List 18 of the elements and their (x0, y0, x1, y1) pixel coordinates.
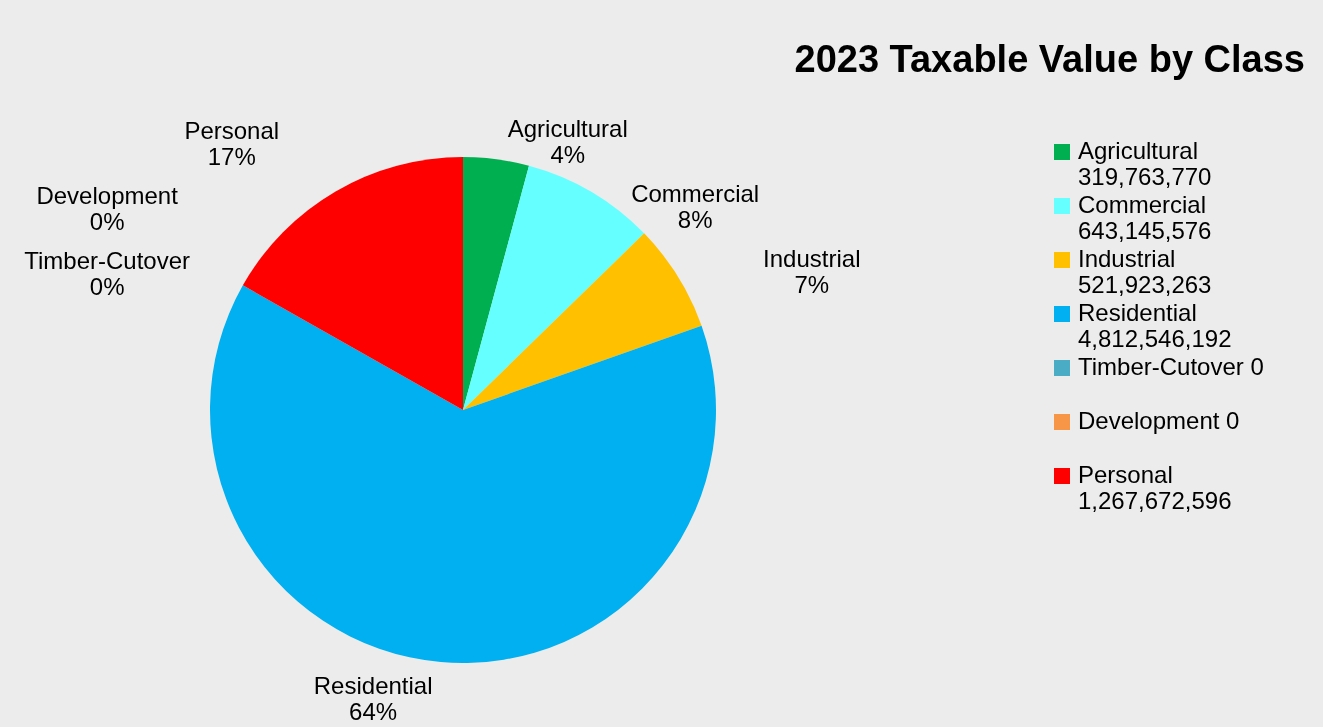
legend-label: Residential 4,812,546,192 (1078, 299, 1232, 352)
data-label: Commercial 8% (631, 180, 760, 233)
legend-label: Agricultural 319,763,770 (1078, 137, 1212, 190)
pie-slice (463, 233, 702, 410)
legend-label: Development 0 (1078, 407, 1240, 434)
data-label: Personal 17% (184, 117, 280, 171)
legend-label: Commercial 643,145,576 (1078, 191, 1212, 244)
pie-slice (463, 157, 529, 410)
text: Development 0% (36, 182, 178, 236)
legend-label: Industrial 521,923,263 (1078, 245, 1212, 298)
legend-label: Personal 1,267,672,596 (1078, 461, 1232, 514)
data-label: Residential 64% (313, 672, 433, 725)
legend-label: Timber-Cutover 0 (1078, 353, 1264, 380)
text: Timber-Cutover 0% (24, 247, 191, 301)
data-label: Agricultural 4% (507, 115, 628, 168)
pie-slice (210, 285, 716, 663)
data-label: Industrial 7% (763, 245, 861, 298)
chart-title: 2023 Taxable Value by Class (794, 38, 1305, 80)
